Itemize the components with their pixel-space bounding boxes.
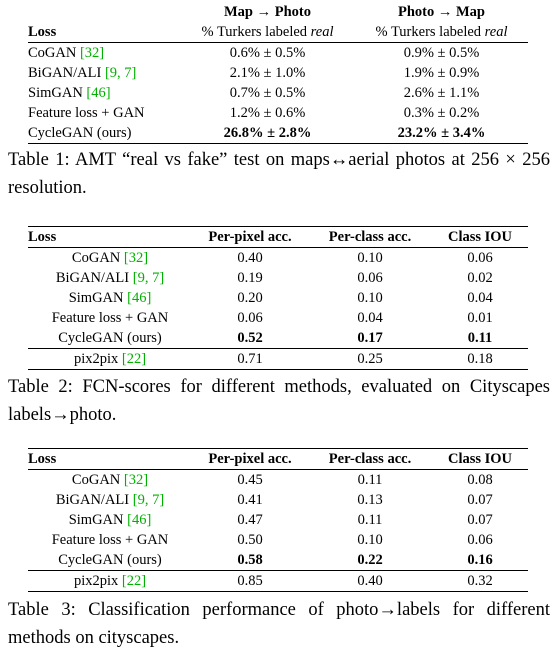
table1-caption: Table 1: AMT “real vs fake” test on maps…	[8, 150, 550, 198]
citation-link[interactable]: [32]	[123, 472, 149, 488]
table-1: Map → Photo Photo → Map Loss % Turkers l…	[28, 2, 528, 144]
table3-col-loss: Loss	[28, 448, 192, 470]
table-row: Feature loss + GAN 0.50 0.10 0.06	[51, 532, 493, 548]
table2-col-per-pixel: Per-pixel acc.	[192, 226, 308, 248]
table-row: CycleGAN (ours) 0.58 0.22 0.16	[58, 552, 493, 568]
table-2: Loss Per-pixel acc. Per-class acc. Class…	[28, 226, 528, 370]
table-row: Feature loss + GAN 1.2% ± 0.6% 0.3% ± 0.…	[28, 105, 480, 121]
table-row: BiGAN/ALI [9, 7] 0.41 0.13 0.07	[55, 492, 493, 508]
table-row: SimGAN [46] 0.47 0.11 0.07	[68, 512, 493, 528]
table3-col-per-class: Per-class acc.	[308, 448, 432, 470]
table1-subheader-a: % Turkers labeled real	[180, 22, 355, 43]
table-row: CoGAN [32] 0.6% ± 0.5% 0.9% ± 0.5%	[28, 45, 480, 61]
citation-link[interactable]: [22]	[121, 573, 147, 589]
table3-col-per-pixel: Per-pixel acc.	[192, 448, 308, 470]
table3-col-class-iou: Class IOU	[432, 448, 528, 470]
table-row: pix2pix [22] 0.85 0.40 0.32	[28, 570, 528, 592]
citation-link[interactable]: [9, 7]	[104, 65, 137, 81]
citation-link[interactable]: [32]	[79, 45, 105, 61]
table-row: Feature loss + GAN 0.06 0.04 0.01	[51, 310, 493, 326]
table1-header-map-to-photo: Map → Photo	[224, 4, 311, 20]
citation-link[interactable]: [22]	[121, 351, 147, 367]
table-row: CoGAN [32] 0.40 0.10 0.06	[71, 250, 493, 266]
table-row: CycleGAN (ours) 0.52 0.17 0.11	[58, 330, 493, 346]
table2-col-per-class: Per-class acc.	[308, 226, 432, 248]
citation-link[interactable]: [9, 7]	[132, 270, 165, 286]
table-row: CycleGAN (ours) 26.8% ± 2.8% 23.2% ± 3.4…	[28, 123, 528, 144]
citation-link[interactable]: [46]	[127, 512, 152, 528]
citation-link[interactable]: [46]	[86, 85, 111, 101]
table2-caption: Table 2: FCN-scores for different method…	[8, 377, 550, 425]
citation-link[interactable]: [32]	[123, 250, 149, 266]
table-row: BiGAN/ALI [9, 7] 0.19 0.06 0.02	[55, 270, 493, 286]
table1-header-photo-to-map: Photo → Map	[398, 4, 485, 20]
table-3: Loss Per-pixel acc. Per-class acc. Class…	[28, 448, 528, 592]
table-row: SimGAN [46] 0.7% ± 0.5% 2.6% ± 1.1%	[28, 85, 480, 101]
citation-link[interactable]: [46]	[127, 290, 152, 306]
table-row: SimGAN [46] 0.20 0.10 0.04	[68, 290, 493, 306]
table-row: BiGAN/ALI [9, 7] 2.1% ± 1.0% 1.9% ± 0.9%	[28, 65, 480, 81]
table3-caption: Table 3: Classification performance of p…	[8, 600, 550, 648]
table1-col-loss: Loss	[28, 22, 180, 43]
table2-col-loss: Loss	[28, 226, 192, 248]
table-row: pix2pix [22] 0.71 0.25 0.18	[28, 348, 528, 370]
table2-col-class-iou: Class IOU	[432, 226, 528, 248]
table1-subheader-b: % Turkers labeled real	[355, 22, 528, 43]
citation-link[interactable]: [9, 7]	[132, 492, 165, 508]
table-row: CoGAN [32] 0.45 0.11 0.08	[71, 472, 493, 488]
